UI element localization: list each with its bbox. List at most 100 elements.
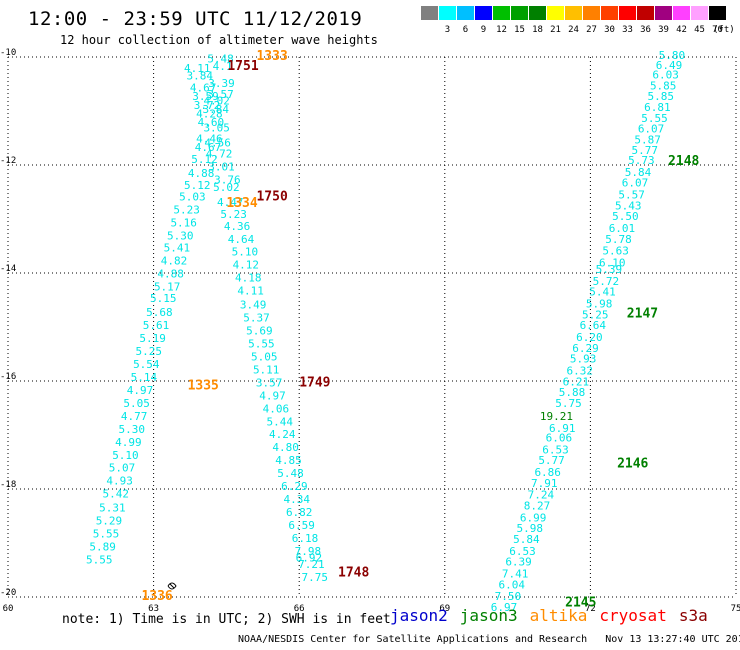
x-tick-label: 72 bbox=[585, 604, 596, 614]
wave-height-label: 4.34 bbox=[284, 493, 311, 506]
wave-height-label: 7.41 bbox=[502, 568, 529, 581]
legend-swatch bbox=[511, 6, 528, 20]
wave-height-label: 6.21 bbox=[563, 375, 590, 388]
wave-height-label: 4.46 bbox=[196, 132, 223, 145]
wave-height-label: 5.84 bbox=[625, 166, 652, 179]
wave-height-label: 4.56 bbox=[204, 137, 231, 150]
wave-height-label: 7.91 bbox=[531, 477, 558, 490]
wave-height-label: 7.75 bbox=[301, 571, 328, 584]
wave-height-label: 7.98 bbox=[295, 545, 322, 558]
legend-label: 9 bbox=[480, 25, 487, 35]
pass-time-label: 1334 bbox=[226, 196, 257, 211]
wave-height-label: 5.15 bbox=[150, 292, 177, 305]
wave-height-label: 6.64 bbox=[580, 319, 607, 332]
wave-height-label: 5.55 bbox=[93, 528, 120, 541]
y-tick-label: -12 bbox=[0, 156, 16, 166]
legend-label: 39 bbox=[658, 25, 669, 35]
wave-height-label: 4.06 bbox=[263, 402, 290, 415]
wave-height-label: 3.84 bbox=[202, 103, 229, 116]
wave-height-label: 4.47 bbox=[217, 196, 244, 209]
wave-height-label: 5.03 bbox=[179, 191, 206, 204]
x-tick-label: 66 bbox=[294, 604, 305, 614]
wave-height-label: 5.69 bbox=[246, 325, 273, 338]
legend-swatch bbox=[547, 6, 564, 20]
wave-height-label: 5.98 bbox=[586, 298, 613, 311]
legend-swatch bbox=[421, 6, 438, 20]
wave-height-label: 5.54 bbox=[133, 358, 160, 371]
wave-height-label: 5.41 bbox=[164, 241, 191, 254]
y-tick-label: -14 bbox=[0, 264, 16, 274]
wave-height-label: 6.10 bbox=[599, 257, 626, 270]
legend-label: 45 bbox=[694, 25, 705, 35]
wave-height-label: 5.10 bbox=[112, 449, 139, 462]
legend-label: 15 bbox=[514, 25, 525, 35]
legend-label: 21 bbox=[550, 25, 561, 35]
satellite-legend: jason2 jason3 altika cryosat s3a bbox=[390, 606, 720, 625]
wave-height-label: 6.07 bbox=[638, 123, 665, 136]
wave-height-label: 6.29 bbox=[572, 342, 599, 355]
wave-height-label: 5.29 bbox=[96, 515, 123, 528]
wave-height-label: 4.88 bbox=[157, 267, 184, 280]
wave-height-label: 4.18 bbox=[235, 272, 262, 285]
wave-height-label: 5.41 bbox=[589, 286, 616, 299]
wave-height-label: 5.57 bbox=[618, 188, 645, 201]
legend-label: 36 bbox=[640, 25, 651, 35]
wave-height-label: 4.1 bbox=[213, 60, 233, 73]
legend-swatch bbox=[691, 6, 708, 20]
wave-height-label: 5.37 bbox=[243, 312, 270, 325]
wave-height-label: 5.55 bbox=[641, 112, 668, 125]
pass-time-label: 2146 bbox=[617, 456, 648, 471]
wave-height-label: 7.21 bbox=[298, 558, 325, 571]
wave-height-label: 8.27 bbox=[524, 500, 551, 513]
wave-height-label: 6.39 bbox=[505, 556, 532, 569]
wave-height-label: 4.02 bbox=[203, 95, 230, 108]
wave-height-label: 4.11 bbox=[237, 285, 264, 298]
wave-height-label: 4.64 bbox=[228, 233, 255, 246]
station-marker bbox=[167, 582, 177, 590]
legend-swatch bbox=[673, 6, 690, 20]
wave-height-label: 3.72 bbox=[194, 99, 221, 112]
y-tick-label: -16 bbox=[0, 372, 16, 382]
wave-height-label: 5.75 bbox=[555, 397, 582, 410]
wave-height-label: 6.53 bbox=[542, 443, 569, 456]
wave-height-label: 6.18 bbox=[292, 532, 319, 545]
pass-time-label: 1749 bbox=[299, 375, 330, 390]
wave-height-label: 4.36 bbox=[224, 220, 251, 233]
wave-height-label: 5.14 bbox=[131, 371, 158, 384]
wave-height-label: 5.85 bbox=[650, 79, 677, 92]
wave-height-label: 3.57 bbox=[207, 88, 234, 101]
pass-time-label: 2145 bbox=[565, 596, 596, 611]
legend-label: 3 bbox=[444, 25, 451, 35]
wave-height-label: 5.85 bbox=[648, 90, 675, 103]
wave-height-label: 5.25 bbox=[582, 308, 609, 321]
wave-height-label: 4.93 bbox=[106, 475, 133, 488]
wave-height-label: 5.55 bbox=[248, 338, 275, 351]
wave-height-label: 4.85 bbox=[275, 454, 302, 467]
wave-height-label: 7.50 bbox=[495, 590, 522, 603]
wave-height-label: 4.97 bbox=[127, 384, 154, 397]
legend-label: 30 bbox=[604, 25, 615, 35]
wave-height-label: 5.98 bbox=[516, 522, 543, 535]
chart-subtitle: 12 hour collection of altimeter wave hei… bbox=[60, 33, 378, 47]
wave-height-label: 5.07 bbox=[109, 462, 136, 475]
legend-label: 27 bbox=[586, 25, 597, 35]
legend-label: 33 bbox=[622, 25, 633, 35]
wave-height-label: 4.72 bbox=[206, 147, 233, 160]
wave-height-label: 6.29 bbox=[281, 480, 308, 493]
wave-height-label: 6.81 bbox=[644, 101, 671, 114]
x-tick-label: 69 bbox=[439, 604, 450, 614]
wave-height-label: 5.73 bbox=[628, 154, 655, 167]
wave-height-label: 5.88 bbox=[559, 386, 586, 399]
legend-label: 24 bbox=[568, 25, 579, 35]
wave-height-label: 6.04 bbox=[499, 578, 526, 591]
wave-height-label: 5.63 bbox=[602, 245, 629, 258]
legend-label: 18 bbox=[532, 25, 543, 35]
wave-height-label: 6.92 bbox=[296, 551, 323, 564]
wave-height-label: 3.01 bbox=[208, 160, 235, 173]
y-tick-label: -18 bbox=[0, 480, 16, 490]
wave-height-label: 5.12 bbox=[184, 179, 211, 192]
wave-height-label: 5.50 bbox=[612, 210, 639, 223]
wave-height-label: 5.68 bbox=[146, 306, 173, 319]
wave-height-label: 6.32 bbox=[566, 365, 593, 378]
x-tick-label: 60 bbox=[3, 604, 14, 614]
